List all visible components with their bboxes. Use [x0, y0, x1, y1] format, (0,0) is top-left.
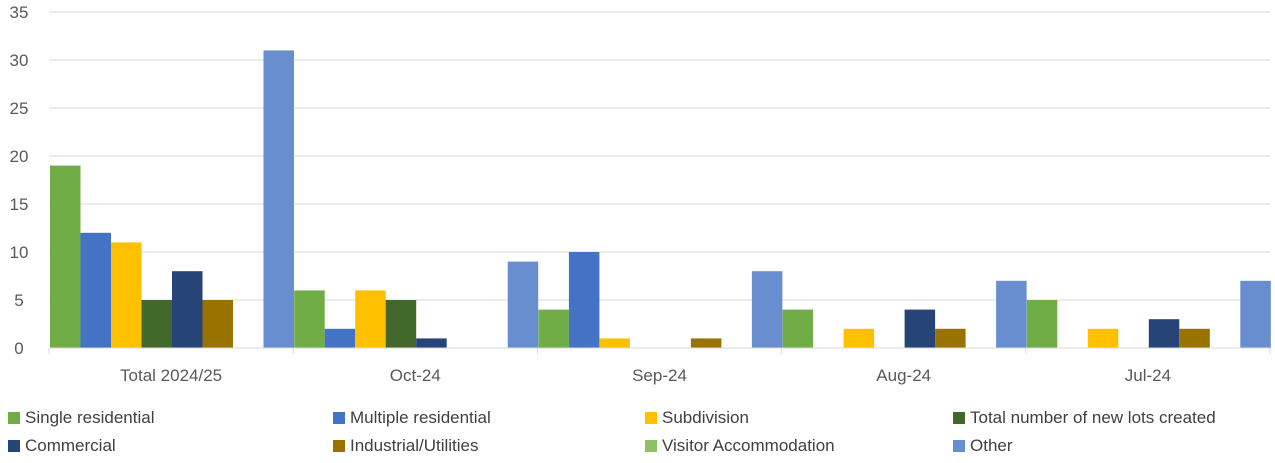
- bar: [416, 338, 447, 348]
- x-tick-label: Aug-24: [876, 366, 931, 385]
- legend: Single residential Multiple residential Su…: [8, 404, 1270, 460]
- legend-swatch: [645, 440, 657, 452]
- bar: [599, 338, 630, 348]
- y-tick-label: 30: [10, 51, 29, 70]
- legend-swatch: [333, 440, 345, 452]
- bar: [996, 280, 1027, 348]
- legend-item: Subdivision: [645, 404, 749, 432]
- bar: [935, 328, 966, 348]
- gridlines: [49, 11, 1270, 301]
- bar: [904, 309, 936, 348]
- legend-swatch: [645, 412, 657, 424]
- bar: [355, 290, 386, 348]
- bar: [263, 50, 294, 349]
- legend-label: Multiple residential: [350, 408, 491, 427]
- bar: [690, 338, 722, 348]
- x-tick-label: Sep-24: [632, 366, 687, 385]
- legend-label: Commercial: [25, 436, 116, 455]
- legend-item: Industrial/Utilities: [333, 432, 479, 460]
- legend-label: Single residential: [25, 408, 155, 427]
- legend-label: Industrial/Utilities: [350, 436, 479, 455]
- legend-item: Visitor Accommodation: [645, 432, 835, 460]
- y-tick-label: 35: [10, 3, 29, 22]
- bar: [1240, 280, 1271, 348]
- x-tick-label: Total 2024/25: [120, 366, 222, 385]
- y-axis-ticks: 0 5 10 15 20 25 30 35: [10, 3, 29, 358]
- bar: [1179, 328, 1210, 348]
- y-tick-label: 15: [10, 195, 29, 214]
- bar: [751, 271, 783, 348]
- legend-label: Subdivision: [662, 408, 749, 427]
- bar: [1087, 328, 1119, 348]
- x-tick-label: Oct-24: [390, 366, 441, 385]
- legend-item: Commercial: [8, 432, 116, 460]
- y-tick-label: 20: [10, 147, 29, 166]
- bar: [50, 165, 81, 348]
- bars: [50, 50, 1271, 349]
- legend-swatch: [8, 440, 20, 452]
- bar: [294, 290, 325, 348]
- legend-item: Total number of new lots created: [953, 404, 1216, 432]
- bar: [1148, 319, 1180, 348]
- bar: [507, 261, 539, 348]
- bar: [172, 271, 203, 348]
- bar: [202, 300, 233, 348]
- bar: [111, 242, 142, 348]
- legend-label: Total number of new lots created: [970, 408, 1216, 427]
- y-tick-label: 5: [14, 291, 23, 310]
- bar: [782, 309, 814, 348]
- bar: [141, 300, 172, 348]
- bar: [843, 328, 875, 348]
- y-tick-label: 25: [10, 99, 29, 118]
- legend-label: Other: [970, 436, 1013, 455]
- bar: [538, 309, 569, 348]
- legend-swatch: [953, 440, 965, 452]
- legend-item: Other: [953, 432, 1013, 460]
- bar-chart: 0 5 10 15 20 25 30 35 Total 2024/25 Oct-24 Sep-24…: [10, 3, 1271, 385]
- legend-swatch: [8, 412, 20, 424]
- x-tick-label: Jul-24: [1125, 366, 1171, 385]
- bar: [80, 232, 111, 348]
- legend-swatch: [333, 412, 345, 424]
- bar: [385, 300, 417, 348]
- legend-label: Visitor Accommodation: [662, 436, 835, 455]
- x-axis: Total 2024/25 Oct-24 Sep-24 Aug-24 Jul-24: [48, 347, 1271, 385]
- legend-swatch: [953, 412, 965, 424]
- legend-item: Single residential: [8, 404, 154, 432]
- bar: [568, 252, 600, 348]
- bar: [1026, 300, 1058, 348]
- y-tick-label: 10: [10, 243, 29, 262]
- legend-item: Multiple residential: [333, 404, 491, 432]
- y-tick-label: 0: [14, 339, 23, 358]
- bar: [324, 328, 356, 348]
